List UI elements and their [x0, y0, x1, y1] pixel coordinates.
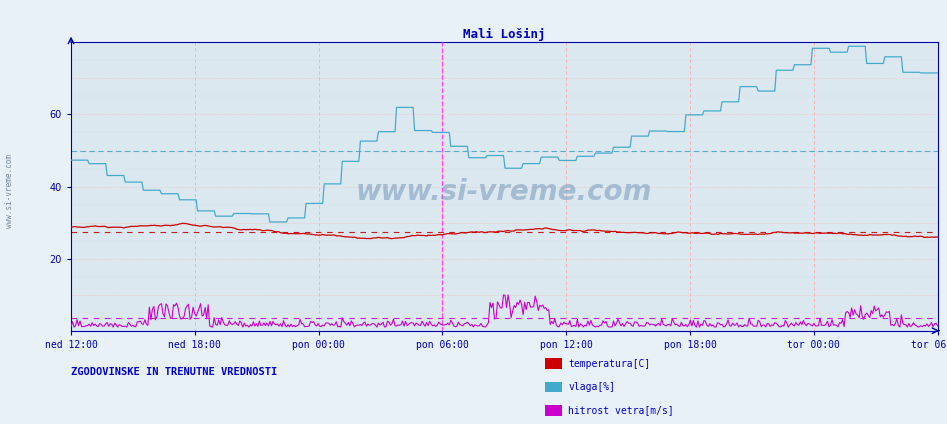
Bar [545, 382, 562, 392]
Text: hitrost vetra[m/s]: hitrost vetra[m/s] [568, 405, 674, 416]
Bar [545, 358, 562, 369]
Text: www.si-vreme.com: www.si-vreme.com [5, 154, 14, 228]
Text: www.si-vreme.com: www.si-vreme.com [356, 179, 652, 206]
Text: temperatura[C]: temperatura[C] [568, 359, 651, 369]
Title: Mali Lošinj: Mali Lošinj [463, 28, 545, 41]
Text: ZGODOVINSKE IN TRENUTNE VREDNOSTI: ZGODOVINSKE IN TRENUTNE VREDNOSTI [71, 367, 277, 377]
Text: vlaga[%]: vlaga[%] [568, 382, 616, 392]
Bar [545, 405, 562, 416]
